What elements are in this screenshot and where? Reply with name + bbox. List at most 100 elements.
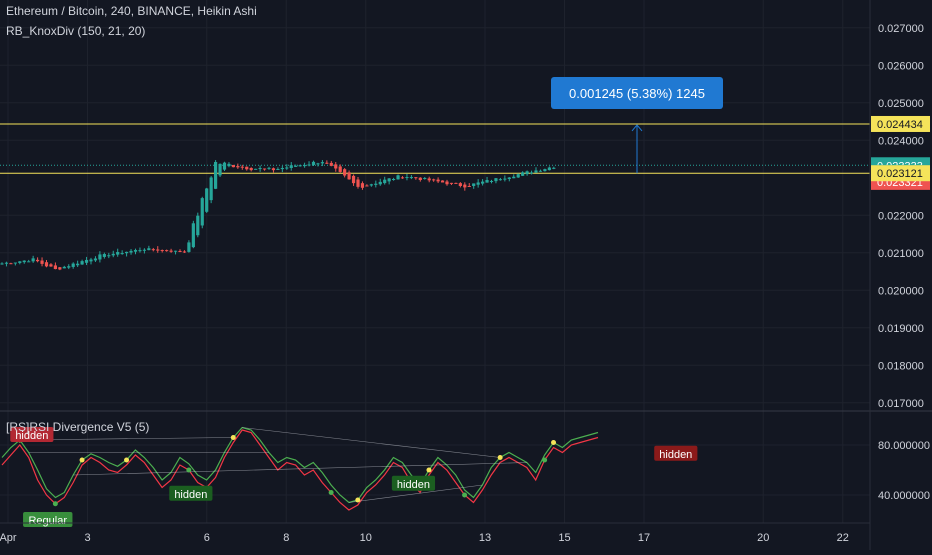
time-tick-label: 22 bbox=[837, 532, 849, 544]
candle-body bbox=[107, 255, 111, 257]
candle-body bbox=[285, 167, 289, 169]
divergence-label-box bbox=[654, 445, 698, 461]
candle-body bbox=[316, 163, 320, 165]
divergence-label: hidden bbox=[15, 430, 48, 442]
candle-body bbox=[40, 260, 44, 264]
candle-body bbox=[467, 185, 471, 187]
candle-body bbox=[249, 168, 253, 171]
candle-body bbox=[218, 163, 222, 176]
candle-body bbox=[236, 166, 240, 168]
price-tick-label: 0.018000 bbox=[878, 360, 924, 372]
candle-body bbox=[0, 263, 4, 265]
candle-body bbox=[374, 183, 378, 185]
candle-body bbox=[147, 248, 151, 251]
candle-body bbox=[547, 167, 551, 171]
divergence-dot bbox=[462, 492, 468, 498]
divergence-dot bbox=[542, 457, 548, 463]
price-tick-label: 0.022000 bbox=[878, 210, 924, 222]
price-tick-label: 0.017000 bbox=[878, 398, 924, 410]
candle-body bbox=[343, 169, 347, 176]
divergence-line bbox=[348, 484, 483, 503]
time-tick-label: 6 bbox=[204, 532, 210, 544]
candle-body bbox=[240, 166, 244, 168]
candle-body bbox=[440, 180, 445, 183]
measure-label[interactable]: 0.001245 (5.38%) 1245 bbox=[551, 77, 723, 109]
price-tick-label: 0.025000 bbox=[878, 98, 924, 110]
candle-body bbox=[111, 253, 115, 256]
candle-body bbox=[151, 249, 155, 251]
candle-body bbox=[191, 223, 195, 248]
candle-body bbox=[58, 267, 62, 270]
candle-body bbox=[262, 168, 267, 170]
candle-body bbox=[360, 183, 365, 188]
candle-body bbox=[116, 252, 120, 255]
candle-body bbox=[138, 250, 142, 252]
candle-body bbox=[320, 162, 324, 164]
price-badge-label: 0.023121 bbox=[877, 168, 923, 180]
candle-body bbox=[329, 162, 333, 166]
candle-body bbox=[294, 165, 298, 167]
rsi-tick-label: 80.000000 bbox=[878, 440, 930, 452]
candle-body bbox=[387, 178, 391, 182]
candle-body bbox=[102, 254, 106, 257]
candle-body bbox=[18, 261, 22, 263]
rsi-red-line bbox=[1, 429, 599, 511]
candle-body bbox=[378, 181, 382, 185]
rsi-legend[interactable]: [RS]RSI Divergence V5 (5) bbox=[6, 420, 150, 434]
divergence-label: hidden bbox=[397, 479, 430, 491]
time-tick-label: 3 bbox=[84, 532, 90, 544]
candle-body bbox=[200, 198, 204, 226]
candle-body bbox=[400, 177, 405, 179]
candle-body bbox=[498, 179, 502, 181]
candle-body bbox=[4, 262, 9, 264]
candle-body bbox=[414, 177, 418, 179]
candle-body bbox=[254, 168, 258, 170]
candle-body bbox=[392, 178, 396, 180]
candle-body bbox=[227, 163, 231, 167]
price-tick-label: 0.024000 bbox=[878, 135, 924, 147]
time-axis[interactable]: Apr 3 6 8 10 13 15 17 20 22 bbox=[0, 532, 849, 544]
candle-body bbox=[405, 177, 409, 179]
candle-body bbox=[9, 263, 13, 265]
price-tick-label: 0.019000 bbox=[878, 323, 924, 335]
candle-body bbox=[93, 258, 98, 261]
divergence-dot bbox=[551, 440, 557, 445]
horizontal-lines[interactable] bbox=[0, 123, 870, 174]
price-badge bbox=[871, 165, 930, 182]
divergence-label: Regular bbox=[28, 515, 67, 527]
price-tick-label: 0.027000 bbox=[878, 23, 924, 35]
divergence-dot bbox=[79, 457, 85, 463]
candle-body bbox=[89, 259, 93, 262]
candle-body bbox=[142, 249, 146, 251]
divergence-dot bbox=[230, 435, 236, 440]
candle-body bbox=[325, 162, 329, 164]
candle-body bbox=[209, 177, 213, 201]
price-axis[interactable]: 0.027000 0.026000 0.025000 0.024000 0.022000… bbox=[871, 23, 930, 410]
candle-body bbox=[418, 177, 422, 180]
candle-body bbox=[133, 249, 138, 252]
candle-body bbox=[472, 183, 476, 187]
candle-body bbox=[494, 178, 498, 182]
symbol-legend[interactable]: Ethereum / Bitcoin, 240, BINANCE, Heikin… bbox=[6, 4, 257, 18]
candle-body bbox=[280, 168, 284, 170]
rsi-axis[interactable]: 80.000000 40.000000 bbox=[878, 440, 930, 502]
candle-body bbox=[31, 258, 35, 262]
candle-body bbox=[196, 215, 200, 236]
candle-body bbox=[62, 266, 66, 269]
candle-body bbox=[521, 172, 525, 176]
measure-arrow[interactable] bbox=[631, 124, 643, 174]
rsi-tick-label: 40.000000 bbox=[878, 490, 930, 502]
divergence-label-box bbox=[10, 427, 54, 442]
time-tick-label: 8 bbox=[283, 532, 289, 544]
candle-body bbox=[543, 169, 547, 172]
candle-body bbox=[231, 164, 235, 168]
candle-body bbox=[22, 260, 26, 263]
price-tick-label: 0.020000 bbox=[878, 285, 924, 297]
candle-body bbox=[267, 167, 271, 169]
candle-body bbox=[369, 184, 373, 186]
time-tick-label: Apr bbox=[0, 532, 17, 544]
candle-body bbox=[347, 172, 351, 180]
candle-body bbox=[129, 250, 133, 253]
indicator-legend[interactable]: RB_KnoxDiv (150, 21, 20) bbox=[6, 24, 146, 38]
